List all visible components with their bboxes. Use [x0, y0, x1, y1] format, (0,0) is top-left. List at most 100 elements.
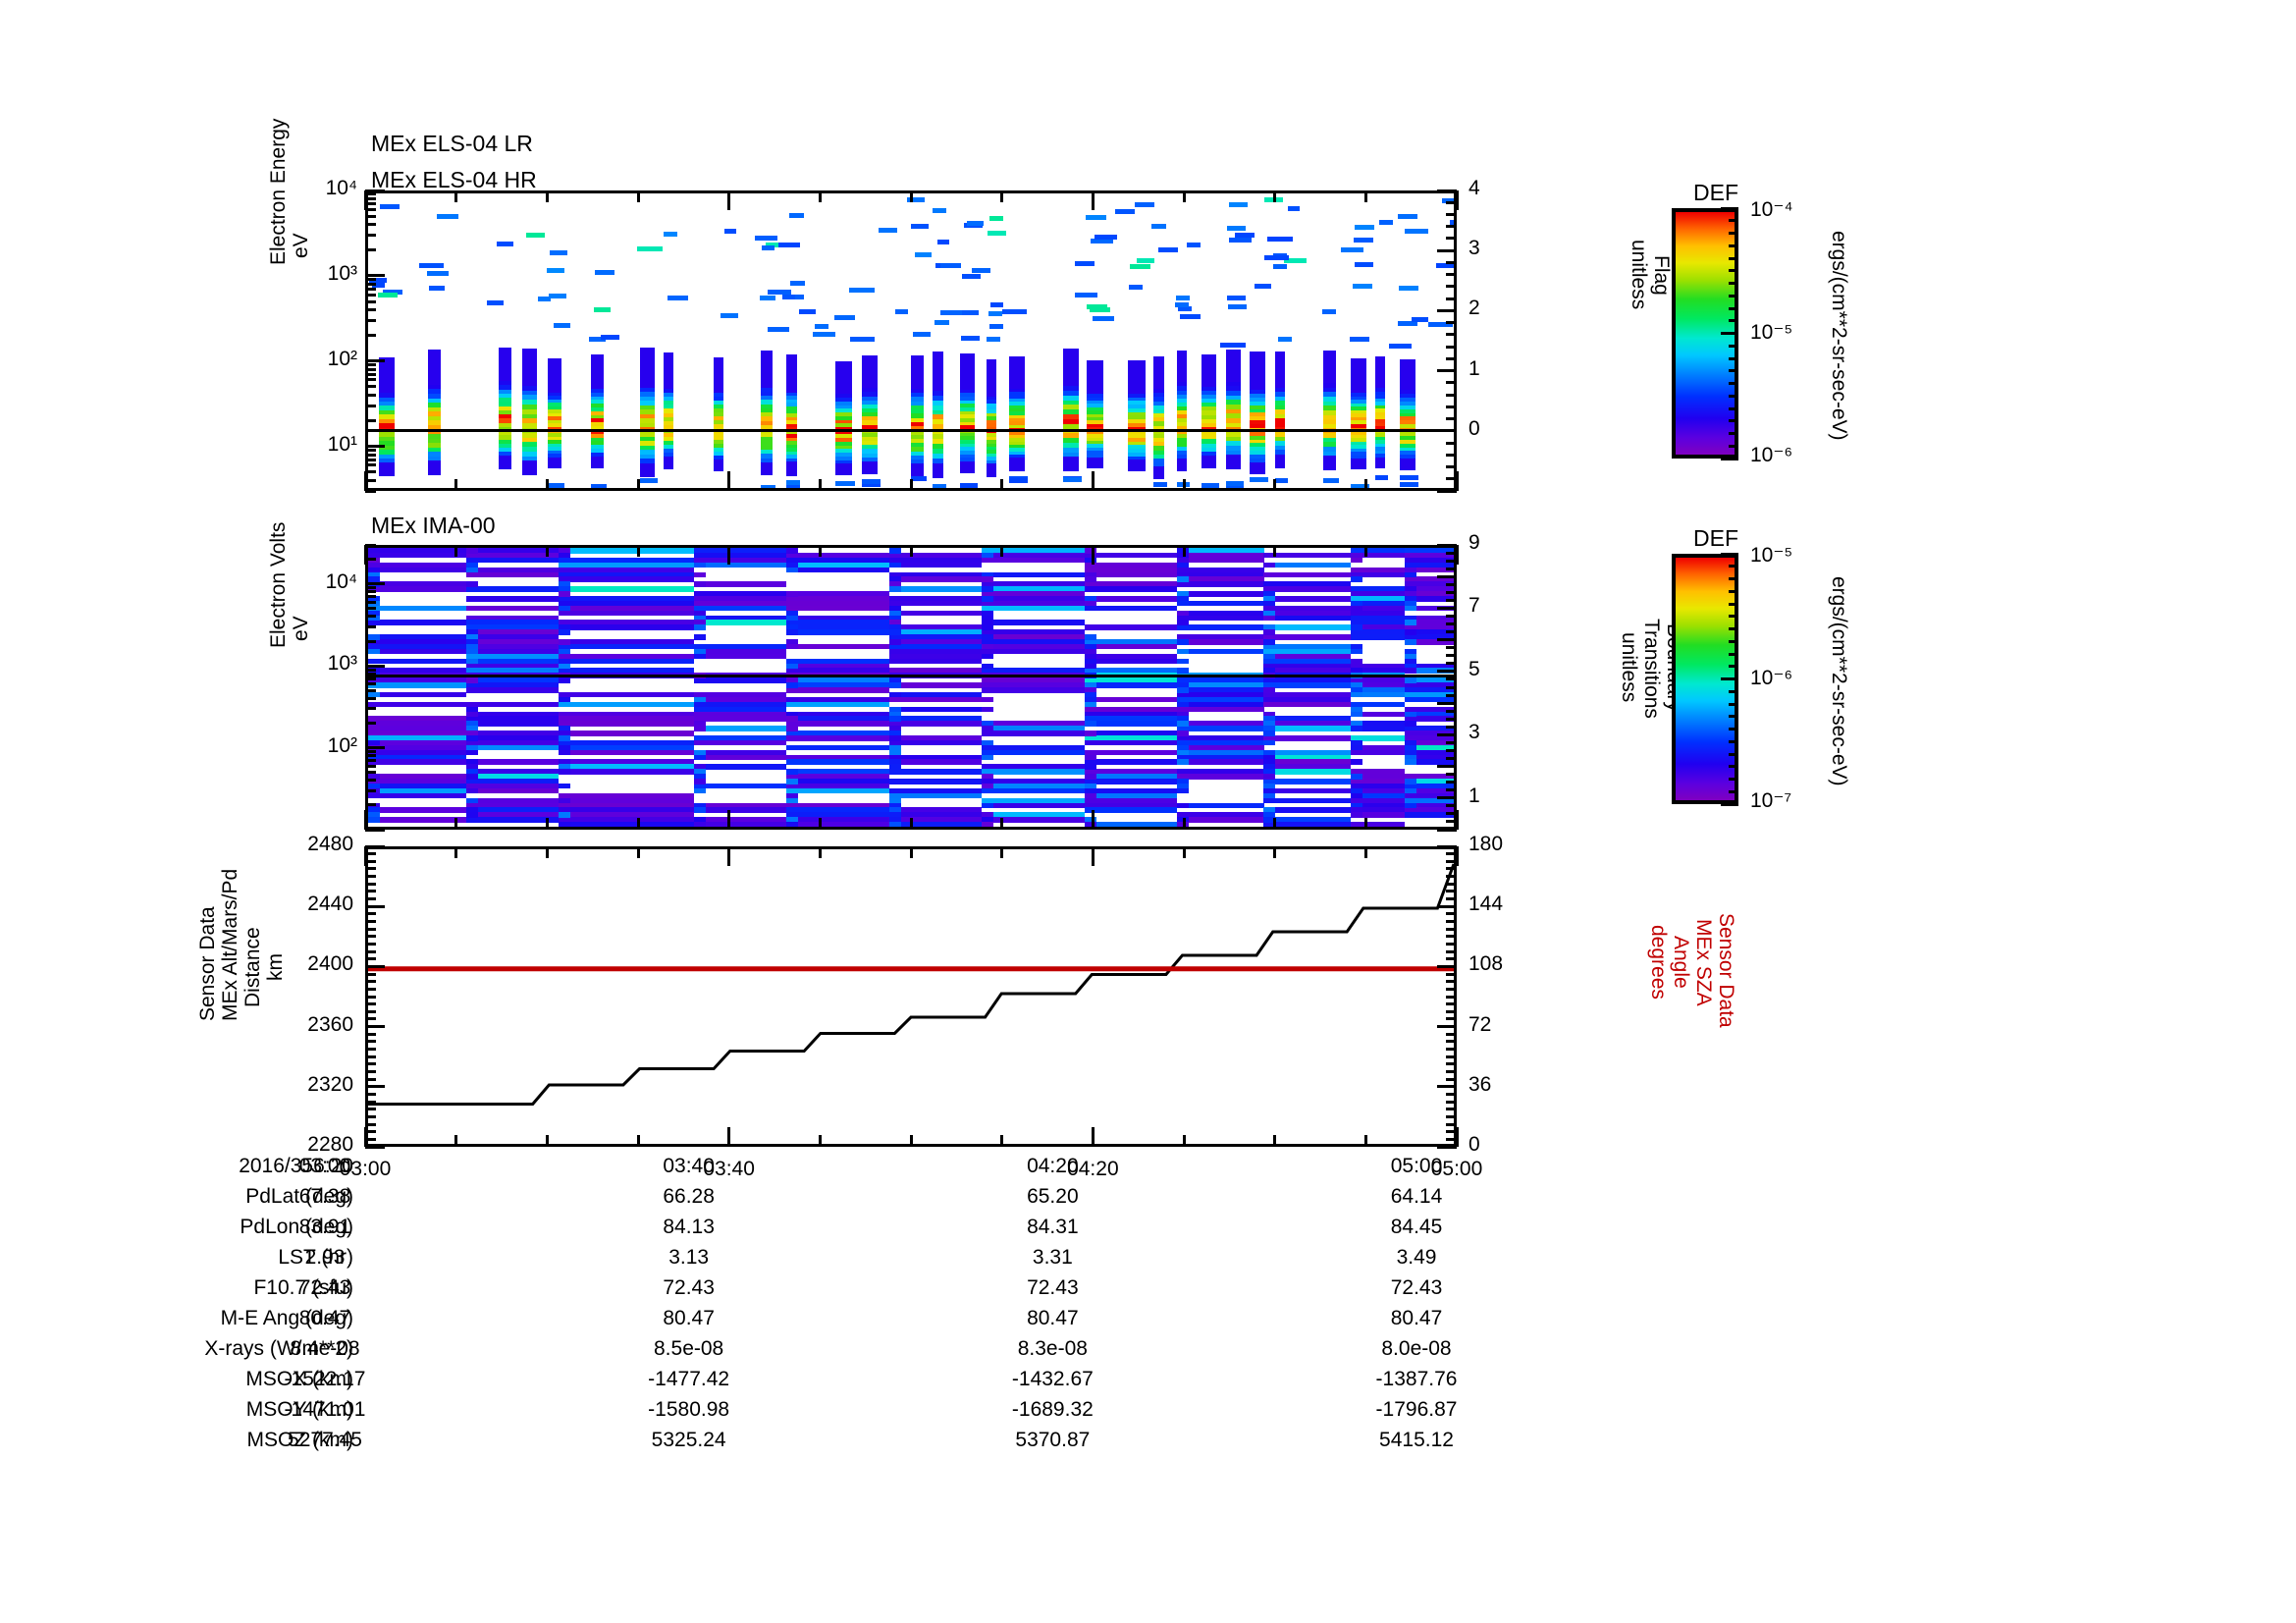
spectrogram-cell: [1087, 410, 1104, 415]
panel1-right-tick: [1437, 248, 1457, 252]
spectrogram-cell: [693, 548, 786, 554]
spectrogram-cell: [693, 581, 786, 587]
spectrogram-cell: [547, 457, 562, 461]
spectrogram-cell: [1263, 643, 1351, 650]
spectrogram-cell: [1177, 552, 1264, 559]
spectrogram-cell: [1411, 317, 1429, 323]
spectrogram-cell: [558, 711, 694, 718]
spectrogram-cell: [639, 347, 656, 352]
spectrogram-cell: [1450, 219, 1454, 225]
spectrogram-cell: [1087, 434, 1104, 439]
spectrogram-cell: [368, 774, 466, 780]
spectrogram-cell: [1250, 352, 1265, 356]
spectrogram-cell: [1177, 739, 1264, 746]
spectrogram-cell: [1152, 384, 1164, 390]
spectrogram-cell: [1263, 754, 1351, 761]
spectrogram-cell: [888, 807, 901, 813]
spectrogram-cell: [368, 648, 466, 655]
spectrogram-cell: [1263, 764, 1276, 770]
spectrogram-cell: [368, 792, 466, 799]
panel3-right-tick: [1446, 942, 1457, 946]
table-cell: 83.91: [298, 1216, 351, 1238]
spectrogram-cell: [959, 396, 975, 402]
spectrogram-cell: [558, 802, 694, 809]
panel2-right-tick: [1446, 693, 1457, 697]
table-cell: 03:40: [663, 1155, 715, 1177]
spectrogram-cell: [1375, 474, 1389, 480]
spectrogram-cell: [498, 352, 511, 357]
spectrogram-cell: [761, 450, 774, 455]
spectrogram-cell: [1177, 394, 1187, 400]
spectrogram-cell: [1375, 363, 1386, 368]
spectrogram-cell: [558, 807, 694, 813]
spectrogram-cell: [465, 787, 559, 794]
spectrogram-cell: [911, 471, 925, 477]
spectrogram-cell: [1227, 226, 1246, 232]
spectrogram-cell: [1250, 397, 1265, 403]
spectrogram-cell: [1274, 369, 1285, 375]
spectrogram-cell: [1177, 610, 1189, 617]
spectrogram-cell: [1085, 783, 1096, 789]
spectrogram-cell: [834, 480, 855, 486]
spectrogram-cell: [785, 385, 798, 390]
els-spectrogram-panel[interactable]: [365, 190, 1457, 491]
spectrogram-cell: [379, 450, 396, 456]
panel3-right-tick: [1446, 890, 1457, 893]
spectrogram-cell: [785, 615, 798, 622]
spectrogram-cell: [1177, 648, 1189, 655]
spectrogram-cell: [427, 434, 441, 440]
spectrogram-cell: [785, 744, 889, 751]
spectrogram-cell: [1375, 370, 1386, 375]
spectrogram-cell: [558, 586, 570, 592]
panel2-left-tick: [365, 607, 376, 611]
spectrogram-cell: [1177, 774, 1264, 780]
spectrogram-cell: [1398, 321, 1417, 327]
spectrogram-cell: [1263, 817, 1276, 823]
spectrogram-cell: [1085, 586, 1177, 592]
spectrogram-cell: [1085, 557, 1096, 564]
spectrogram-cell: [1263, 807, 1351, 813]
spectrogram-cell: [1008, 463, 1026, 468]
spectrogram-cell: [1263, 562, 1276, 568]
altitude-sza-panel[interactable]: [365, 846, 1457, 1147]
panel3-left-tick: [365, 852, 376, 856]
spectrogram-cell: [1087, 430, 1104, 435]
spectrogram-cell: [981, 764, 1085, 770]
spectrogram-cell: [522, 413, 538, 419]
ima-spectrogram-panel[interactable]: [365, 545, 1457, 830]
spectrogram-cell: [888, 730, 901, 736]
spectrogram-cell: [785, 668, 889, 674]
spectrogram-cell: [785, 783, 889, 789]
spectrogram-cell: [639, 352, 656, 357]
spectrogram-cell: [1152, 393, 1164, 398]
spectrogram-cell: [1177, 668, 1189, 674]
colorbar2-tick: [1729, 702, 1738, 706]
spectrogram-cell: [1201, 378, 1217, 384]
spectrogram-cell: [933, 414, 943, 420]
spectrogram-cell: [427, 375, 441, 381]
spectrogram-cell: [1008, 441, 1026, 446]
spectrogram-cell: [1350, 400, 1367, 405]
xaxis-tick-bottom: [454, 818, 458, 830]
spectrogram-cell: [465, 721, 559, 727]
spectrogram-cell: [1225, 367, 1241, 374]
spectrogram-cell: [663, 376, 673, 382]
spectrogram-cell: [1349, 336, 1370, 342]
spectrogram-cell: [1175, 302, 1190, 308]
spectrogram-cell: [379, 379, 396, 385]
spectrogram-cell: [590, 373, 604, 378]
spectrogram-cell: [1350, 552, 1406, 559]
spectrogram-cell: [1350, 364, 1367, 369]
spectrogram-cell: [1350, 368, 1367, 373]
spectrogram-cell: [590, 381, 604, 386]
spectrogram-cell: [785, 817, 798, 823]
panel2-left-tick: [365, 676, 376, 680]
spectrogram-cell: [1085, 562, 1177, 568]
spectrogram-cell: [1350, 658, 1362, 665]
spectrogram-cell: [1008, 395, 1026, 400]
spectrogram-cell: [987, 393, 997, 398]
spectrogram-cell: [1350, 792, 1362, 799]
spectrogram-cell: [548, 294, 567, 298]
spectrogram-cell: [888, 653, 982, 660]
panel2-left-tick: [365, 582, 385, 586]
